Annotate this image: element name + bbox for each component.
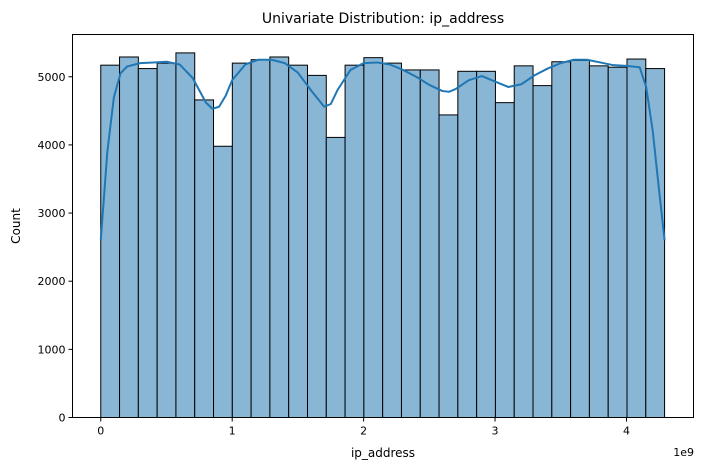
plot-frame bbox=[72, 34, 694, 418]
y-axis-ticks: 0 1000 2000 3000 4000 5000 bbox=[38, 71, 73, 425]
y-tick-label: 4000 bbox=[38, 139, 66, 152]
y-tick-label: 3000 bbox=[38, 207, 66, 220]
x-tick-label: 4 bbox=[623, 425, 630, 438]
histogram-bar bbox=[175, 52, 196, 418]
y-axis-label: Count bbox=[9, 208, 23, 244]
histogram-bar bbox=[645, 68, 666, 418]
chart-title: Univariate Distribution: ip_address bbox=[262, 11, 504, 27]
kde-group bbox=[99, 58, 666, 241]
histogram-bar bbox=[494, 102, 515, 418]
y-tick-label: 5000 bbox=[38, 71, 66, 84]
histogram-bar bbox=[626, 58, 647, 418]
histogram-bar bbox=[419, 69, 440, 419]
histogram-bar bbox=[551, 61, 572, 418]
histogram-bar bbox=[156, 62, 177, 419]
histogram-bar bbox=[137, 68, 158, 418]
histogram-bar bbox=[400, 69, 421, 419]
histogram-bar bbox=[344, 64, 365, 418]
histogram-bar bbox=[476, 70, 496, 418]
x-tick-label: 2 bbox=[360, 425, 367, 438]
histogram-bar bbox=[588, 65, 609, 418]
histogram-bar bbox=[363, 57, 384, 419]
histogram-bar bbox=[250, 59, 271, 418]
histogram-bar bbox=[269, 56, 290, 419]
histogram-bar bbox=[213, 145, 233, 418]
y-tick-label: 1000 bbox=[38, 343, 66, 356]
y-tick-label: 0 bbox=[59, 412, 66, 425]
x-tick-label: 1 bbox=[229, 425, 236, 438]
bars-group bbox=[100, 52, 666, 419]
histogram-bar bbox=[607, 66, 628, 419]
x-tick-label: 3 bbox=[492, 425, 499, 438]
x-axis-multiplier: 1e9 bbox=[673, 446, 694, 459]
histogram-bar bbox=[438, 114, 459, 418]
histogram-bar bbox=[100, 64, 121, 418]
y-tick-label: 2000 bbox=[38, 275, 66, 288]
histogram-bar bbox=[306, 74, 327, 418]
histogram-bar bbox=[194, 99, 215, 418]
x-axis-ticks: 0 1 2 3 4 bbox=[97, 417, 630, 438]
histogram-bar bbox=[288, 64, 308, 418]
x-tick-label: 0 bbox=[97, 425, 104, 438]
histogram-bar bbox=[513, 65, 534, 418]
histogram-bar bbox=[570, 59, 590, 419]
histogram-bar bbox=[325, 136, 346, 418]
histogram-bar bbox=[119, 56, 139, 419]
histogram-bar bbox=[532, 85, 553, 419]
histogram-bar bbox=[457, 70, 478, 418]
x-axis-label: ip_address bbox=[351, 446, 415, 460]
histogram-bar bbox=[382, 62, 402, 419]
kde-line bbox=[99, 58, 666, 241]
histogram-bar bbox=[231, 62, 252, 419]
